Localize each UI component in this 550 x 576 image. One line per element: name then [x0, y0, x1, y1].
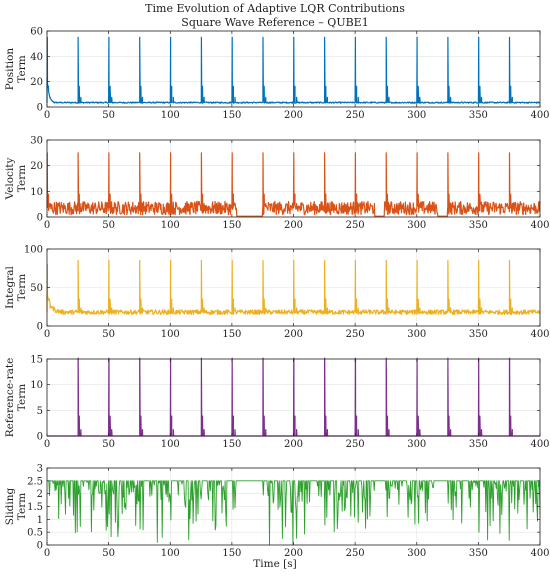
- y-axis-label: Term: [16, 384, 28, 411]
- x-tick-label: 150: [222, 220, 241, 231]
- x-tick-label: 0: [44, 110, 50, 121]
- y-tick-label: 1.5: [27, 502, 43, 513]
- x-tick-label: 250: [346, 329, 365, 340]
- chart-title: Time Evolution of Adaptive LQR Contribut…: [145, 2, 405, 15]
- series-line-velocity: [46, 152, 541, 217]
- x-tick-label: 200: [284, 439, 303, 450]
- x-tick-label: 0: [44, 439, 50, 450]
- x-axis-label: Time [s]: [253, 558, 297, 570]
- y-tick-label: 1: [37, 515, 43, 526]
- x-tick-label: 100: [161, 439, 180, 450]
- x-tick-label: 200: [284, 329, 303, 340]
- y-tick-label: 10: [30, 380, 43, 391]
- x-tick-label: 150: [222, 329, 241, 340]
- y-tick-label: 20: [30, 161, 43, 172]
- x-tick-label: 300: [407, 329, 426, 340]
- x-tick-label: 250: [346, 220, 365, 231]
- x-tick-label: 350: [469, 220, 488, 231]
- chart-subtitle: Square Wave Reference – QUBE1: [181, 16, 369, 29]
- y-axis-label: Reference-rate: [4, 358, 16, 438]
- y-axis-label: Term: [16, 165, 28, 192]
- y-tick-label: 40: [30, 52, 43, 63]
- y-tick-label: 100: [24, 245, 43, 256]
- x-tick-label: 250: [346, 548, 365, 559]
- x-tick-label: 300: [407, 110, 426, 121]
- x-tick-label: 50: [102, 220, 115, 231]
- y-tick-label: 0: [37, 432, 43, 443]
- x-tick-label: 0: [44, 329, 50, 340]
- series-line-position: [46, 36, 541, 104]
- x-tick-label: 150: [222, 110, 241, 121]
- x-tick-label: 200: [284, 220, 303, 231]
- y-tick-label: 60: [30, 27, 43, 38]
- x-tick-label: 350: [469, 439, 488, 450]
- x-tick-label: 50: [102, 329, 115, 340]
- y-tick-label: 50: [30, 283, 43, 294]
- y-axis-label: Sliding: [4, 487, 16, 525]
- x-tick-label: 50: [102, 439, 115, 450]
- x-tick-label: 150: [222, 439, 241, 450]
- x-tick-label: 250: [346, 110, 365, 121]
- x-tick-label: 50: [102, 110, 115, 121]
- y-tick-label: 2: [37, 489, 43, 500]
- x-tick-label: 400: [530, 220, 549, 231]
- y-axis-label: Position: [4, 48, 16, 91]
- x-tick-label: 400: [530, 329, 549, 340]
- x-tick-label: 100: [161, 548, 180, 559]
- x-tick-label: 400: [530, 110, 549, 121]
- x-tick-label: 300: [407, 220, 426, 231]
- x-tick-label: 200: [284, 110, 303, 121]
- x-tick-label: 300: [407, 439, 426, 450]
- y-tick-label: 30: [30, 136, 43, 147]
- x-tick-label: 350: [469, 548, 488, 559]
- x-tick-label: 400: [530, 548, 549, 559]
- y-tick-label: 2.5: [27, 476, 43, 487]
- y-axis-label: Term: [16, 55, 28, 82]
- y-tick-label: 0: [37, 541, 43, 552]
- x-tick-label: 100: [161, 329, 180, 340]
- y-tick-label: 15: [30, 355, 43, 366]
- x-tick-label: 0: [44, 548, 50, 559]
- y-axis-label: Integral: [4, 266, 16, 309]
- y-axis-label: Term: [16, 274, 28, 301]
- y-axis-label: Term: [16, 493, 28, 520]
- y-tick-label: 20: [30, 77, 43, 88]
- x-tick-label: 150: [222, 548, 241, 559]
- x-tick-label: 100: [161, 110, 180, 121]
- y-tick-label: 0: [37, 103, 43, 114]
- x-tick-label: 50: [102, 548, 115, 559]
- y-tick-label: 0.5: [27, 528, 43, 539]
- x-tick-label: 0: [44, 220, 50, 231]
- x-tick-label: 400: [530, 439, 549, 450]
- x-tick-label: 300: [407, 548, 426, 559]
- x-tick-label: 350: [469, 110, 488, 121]
- y-tick-label: 3: [37, 464, 43, 475]
- y-tick-label: 5: [37, 406, 43, 417]
- y-tick-label: 0: [37, 213, 43, 224]
- series-line-integral: [46, 260, 541, 315]
- y-tick-label: 10: [30, 187, 43, 198]
- x-tick-label: 350: [469, 329, 488, 340]
- x-tick-label: 100: [161, 220, 180, 231]
- y-tick-label: 0: [37, 322, 43, 333]
- x-tick-label: 200: [284, 548, 303, 559]
- series-line-sliding: [47, 480, 541, 546]
- x-tick-label: 250: [346, 439, 365, 450]
- y-axis-label: Velocity: [4, 157, 16, 200]
